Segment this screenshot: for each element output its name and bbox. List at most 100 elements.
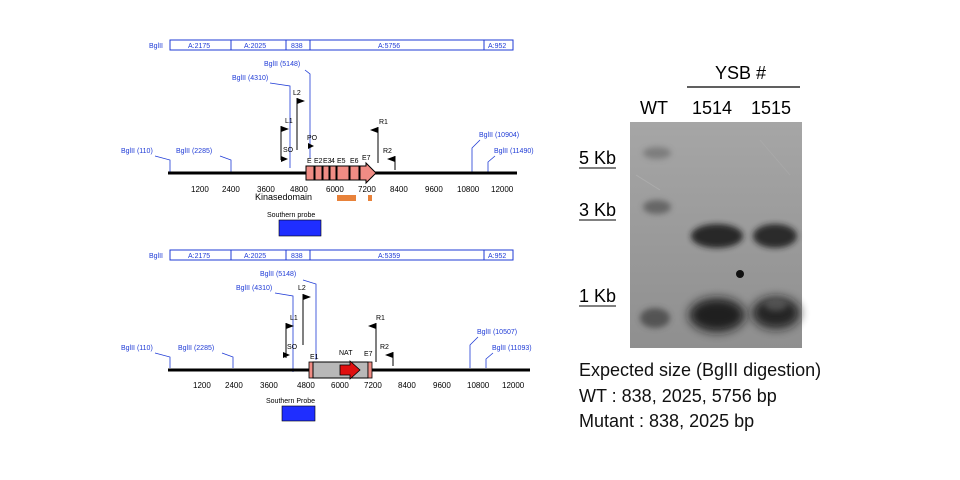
site-label: BglII (110) [121,345,153,352]
primer-label: L2 [298,285,306,292]
primer-label: SO [283,147,294,154]
kinase-domain-bar [368,195,372,201]
tick-label: 7200 [364,381,382,390]
tick-label: 6000 [331,381,349,390]
site-label: BglII (2285) [176,148,212,155]
primers: L2 L1 SO R1 R2 [283,285,394,366]
tick-label: 4800 [290,185,308,194]
gene-body [305,161,377,185]
site-label: BglII (2285) [178,345,214,352]
segment-label: A:5359 [378,253,400,260]
exon-label: 4 [331,158,335,165]
exon-labels: E E2 E3 4 E5 E6 E7 [307,155,371,165]
position-ticks: 1200 2400 3600 4800 6000 7200 8400 9600 … [193,381,525,390]
site-label: BglII (110) [121,148,153,155]
exon-label: E7 [362,155,371,162]
site-label: BglII (5148) [264,61,300,68]
gel-image [630,122,802,348]
tick-label: 3600 [260,381,278,390]
tick-label: 3600 [257,185,275,194]
tick-label: 10800 [457,185,480,194]
primer-label: R2 [380,344,389,351]
segment-label: A:2025 [244,253,266,260]
mutant-locus-map: BglII A:2175 A:2025 838 A:5359 A:952 Bgl… [121,249,532,422]
tick-label: 8400 [390,185,408,194]
exon-label: E [307,158,312,165]
gel-header: YSB # [715,63,766,83]
segment-label: A:2175 [188,43,210,50]
lane-label-wt: WT [640,98,668,118]
segment-bar: BglII A:2175 A:2025 838 A:5359 A:952 [149,249,514,261]
tick-label: 7200 [358,185,376,194]
site-label: BglII (11490) [494,148,534,155]
tick-label: 4800 [297,381,315,390]
tick-label: 6000 [326,185,344,194]
exon-label: E1 [310,354,319,361]
southern-probe [281,405,316,422]
tick-label: 8400 [398,381,416,390]
exon-label: E6 [350,158,359,165]
tick-label: 12000 [491,185,514,194]
exon-label: E7 [364,351,373,358]
exon-label: NAT [339,350,353,357]
tick-label: 9600 [425,185,443,194]
site-label: BglII (10904) [479,132,519,139]
exon-label: E3 [323,158,332,165]
marker-5kb: 5 Kb [579,148,616,168]
caption-line-2: WT : 838, 2025, 5756 bp [579,386,777,406]
tick-label: 12000 [502,381,525,390]
primer-label: L2 [293,90,301,97]
southern-probe [278,219,322,237]
tick-label: 2400 [225,381,243,390]
segment-label: 838 [291,43,303,50]
lane-label-1515: 1515 [751,98,791,118]
site-label: BglII (4310) [232,75,268,82]
segment-label: BglII [149,43,163,50]
tick-label: 1200 [193,381,211,390]
marker-1kb: 1 Kb [579,286,616,306]
primer-label: R1 [379,119,388,126]
bglii-sites: BglII (5148) BglII (4310) BglII (110) Bg… [121,271,532,372]
wt-locus-map: BglII A:2175 A:2025 838 A:5756 A:952 Bgl… [121,39,534,237]
segment-label: A:2175 [188,253,210,260]
nat-arrow [339,360,361,380]
tick-label: 10800 [467,381,490,390]
kinase-domain-bar [337,195,356,201]
bglii-sites: BglII (5148) BglII (4310) BglII (110) Bg… [121,61,534,172]
segment-label: 838 [291,253,303,260]
exon-labels: E1 NAT E7 [310,350,373,361]
southern-blot-gel: YSB # WT 1514 1515 5 Kb 3 Kb 1 Kb [579,63,802,348]
site-label: BglII (10507) [477,329,517,336]
primers: L2 L1 PO SO R1 R2 [280,90,396,170]
tick-label: 9600 [433,381,451,390]
mutant-cassette [308,360,373,380]
segment-label: BglII [149,253,163,260]
lane-label-1514: 1514 [692,98,732,118]
primer-label: R2 [383,148,392,155]
segment-label: A:952 [488,43,506,50]
probe-label: Southern probe [267,212,315,219]
segment-bar: BglII A:2175 A:2025 838 A:5756 A:952 [149,39,514,51]
tick-label: 2400 [222,185,240,194]
site-label: BglII (11093) [492,345,532,352]
probe-label: Southern Probe [266,398,315,405]
segment-label: A:2025 [244,43,266,50]
primer-label: L1 [285,118,293,125]
position-ticks: 1200 2400 3600 4800 6000 7200 8400 9600 … [191,185,514,194]
segment-label: A:5756 [378,43,400,50]
exon-label: E5 [337,158,346,165]
primer-label: SO [287,344,298,351]
caption-line-3: Mutant : 838, 2025 bp [579,411,754,431]
site-label: BglII (5148) [260,271,296,278]
exon-label: E2 [314,158,323,165]
tick-label: 1200 [191,185,209,194]
caption-line-1: Expected size (BglII digestion) [579,360,821,380]
primer-label: PO [307,135,318,142]
kinase-domain-label: Kinasedomain [255,192,312,202]
site-label: BglII (4310) [236,285,272,292]
expected-size-caption: Expected size (BglII digestion) WT : 838… [579,360,821,431]
segment-label: A:952 [488,253,506,260]
marker-3kb: 3 Kb [579,200,616,220]
primer-label: L1 [290,315,298,322]
